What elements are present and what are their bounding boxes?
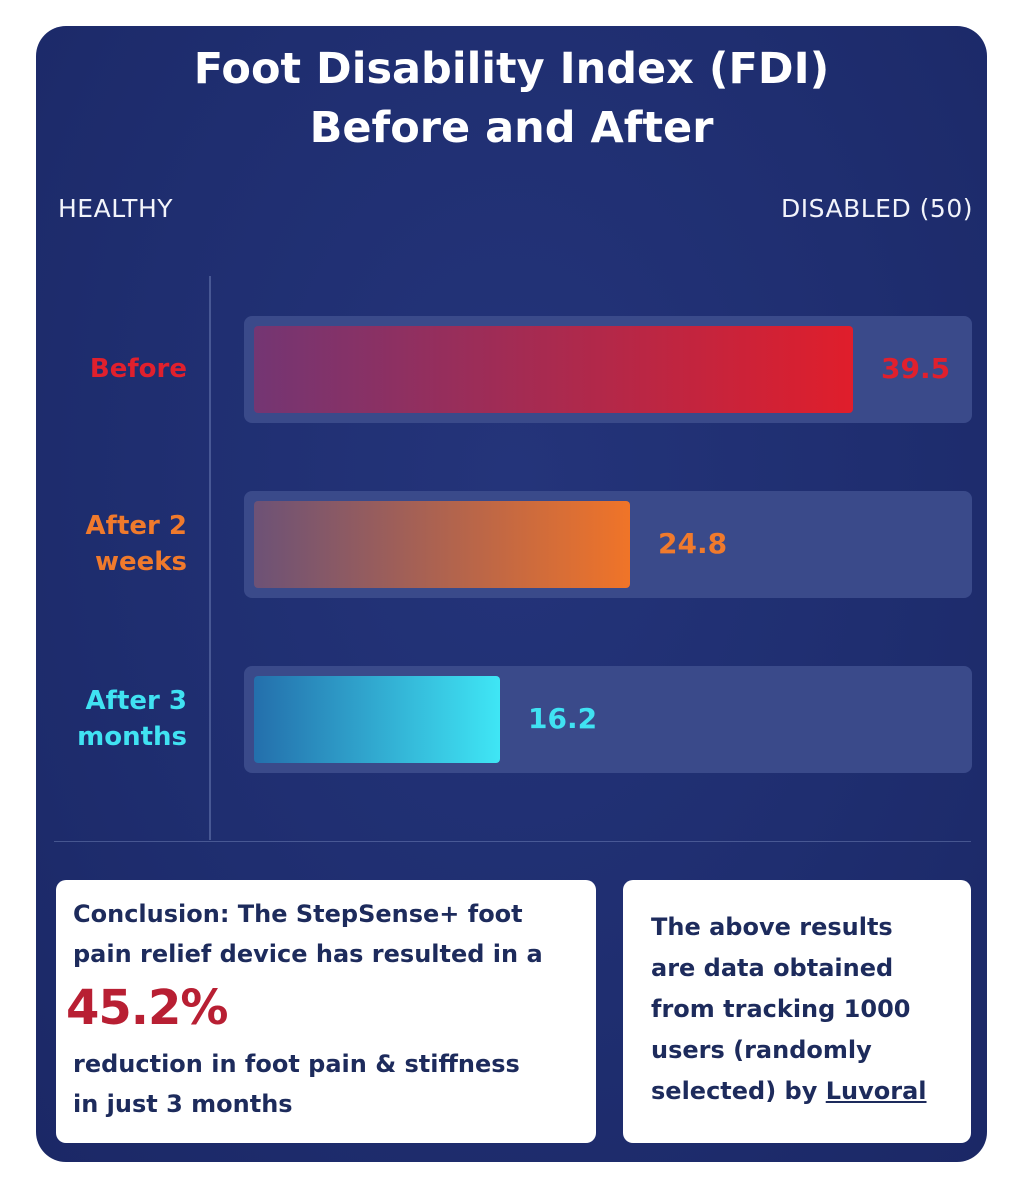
conclusion-box: Conclusion: The StepSense+ foot pain rel…	[56, 880, 596, 1143]
bar-after3m	[254, 676, 500, 763]
category-label-after2w-line-1: After 2	[85, 511, 187, 541]
category-label-before: Before	[36, 351, 187, 387]
conclusion-line-1: Conclusion: The StepSense+ foot	[73, 900, 523, 928]
conclusion-line-3: reduction in foot pain & stiffness	[73, 1050, 520, 1078]
chart-bottom-divider	[54, 841, 971, 842]
scale-min-label: HEALTHY	[58, 194, 174, 223]
category-axis-line	[209, 276, 211, 840]
reduction-percentage: 45.2%	[66, 980, 229, 1036]
conclusion-line-4: in just 3 months	[73, 1090, 293, 1118]
category-label-before-line-1: Before	[89, 354, 187, 384]
value-label-after3m: 16.2	[528, 702, 598, 735]
data-source-box: The above results are data obtained from…	[623, 880, 971, 1143]
note-line-1: The above results	[651, 913, 893, 941]
data-source-note: The above results are data obtained from…	[651, 907, 966, 1112]
note-line-5: selected) by Luvoral	[651, 1071, 966, 1112]
brand-link[interactable]: Luvoral	[825, 1077, 927, 1105]
note-line-4: users (randomly	[651, 1036, 872, 1064]
infographic-card: Foot Disability Index (FDI) Before and A…	[36, 26, 987, 1162]
value-label-after2w: 24.8	[658, 527, 728, 560]
note-line-5-prefix: selected) by	[651, 1077, 826, 1105]
value-label-before: 39.5	[881, 352, 951, 385]
note-line-2: are data obtained	[651, 954, 894, 982]
category-label-after2w-line-2: weeks	[94, 547, 187, 577]
conclusion-line-2: pain relief device has resulted in a	[73, 940, 543, 968]
chart-title-line-2: Before and After	[309, 103, 714, 153]
note-line-3: from tracking 1000	[651, 995, 911, 1023]
category-label-after3m-line-2: months	[77, 722, 187, 752]
bar-after2w	[254, 501, 630, 588]
category-label-after3m-line-1: After 3	[85, 686, 187, 716]
bar-before	[254, 326, 853, 413]
chart-title-line-1: Foot Disability Index (FDI)	[193, 44, 830, 94]
scale-max-label: DISABLED (50)	[781, 194, 973, 223]
category-label-after2w: After 2 weeks	[36, 508, 187, 580]
chart-title: Foot Disability Index (FDI) Before and A…	[36, 40, 987, 158]
category-label-after3m: After 3 months	[36, 683, 187, 755]
